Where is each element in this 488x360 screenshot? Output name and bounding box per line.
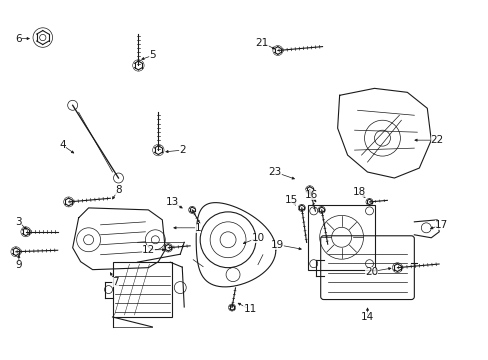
Text: 11: 11 [243,305,256,315]
Text: 22: 22 [430,135,443,145]
Bar [112,262,172,317]
Text: 7: 7 [112,276,119,287]
Text: 5: 5 [149,50,155,60]
Text: 1: 1 [195,223,201,233]
Text: 17: 17 [434,220,447,230]
Text: 4: 4 [59,140,66,150]
Bar [307,205,375,270]
Text: 19: 19 [271,240,284,250]
Text: 14: 14 [360,312,373,323]
Text: 12: 12 [142,245,155,255]
Text: 6: 6 [16,33,22,44]
Text: 10: 10 [251,233,264,243]
Text: 16: 16 [305,190,318,200]
Text: 8: 8 [115,185,122,195]
Text: 20: 20 [364,267,377,276]
Text: 18: 18 [352,187,366,197]
Text: 3: 3 [16,217,22,227]
Text: 21: 21 [255,37,268,48]
Text: 15: 15 [285,195,298,205]
Text: 9: 9 [16,260,22,270]
Text: 13: 13 [165,197,179,207]
Text: 2: 2 [179,145,185,155]
Text: 23: 23 [268,167,281,177]
